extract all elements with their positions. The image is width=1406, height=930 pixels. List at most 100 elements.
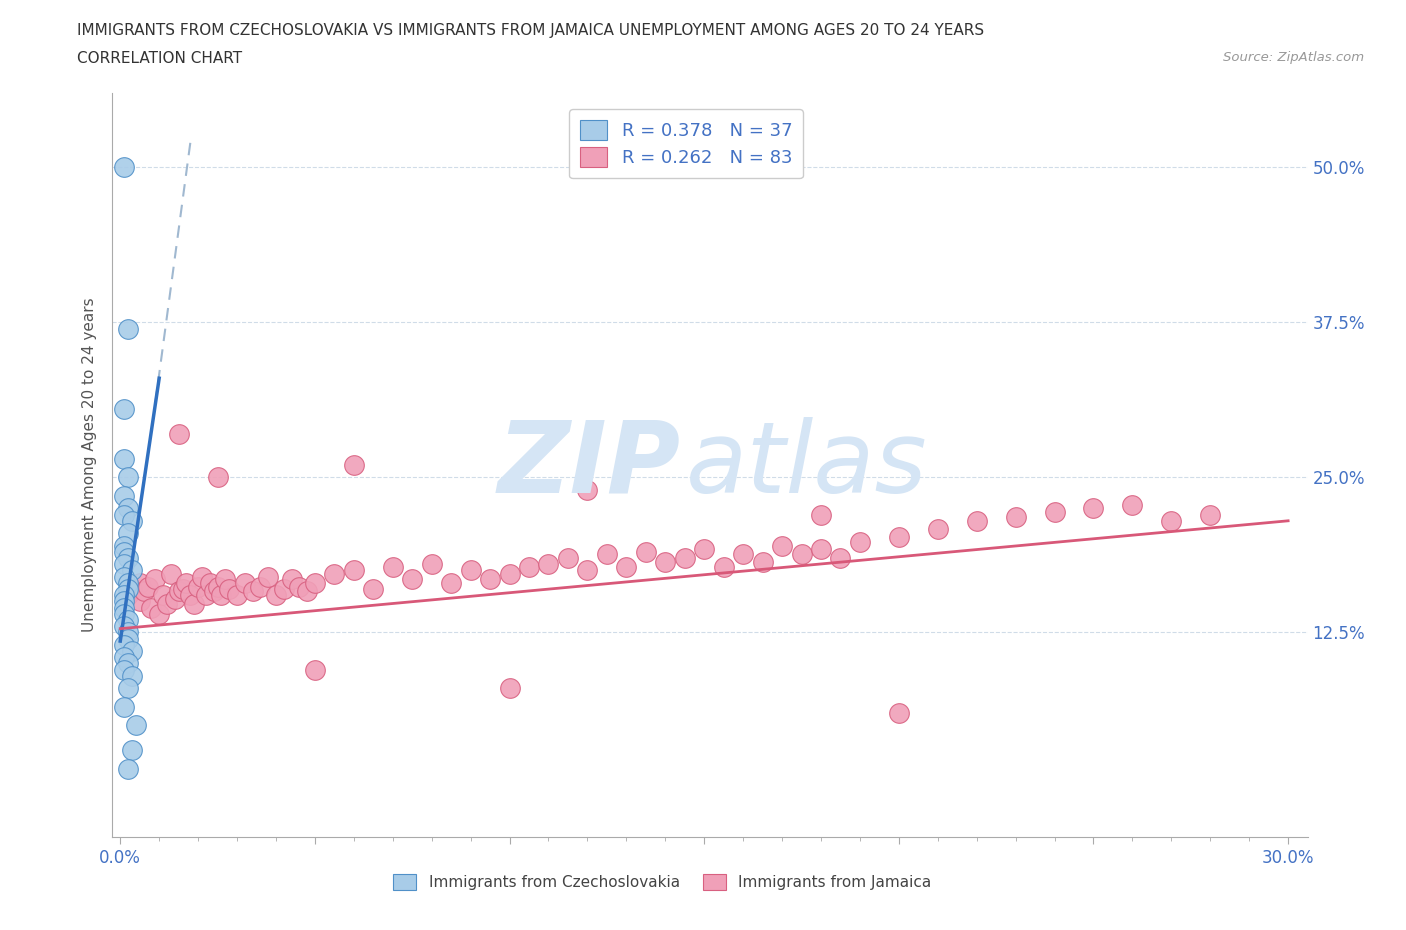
Point <box>117 762 139 777</box>
Point <box>242 584 264 599</box>
Point <box>713 559 735 574</box>
Point <box>112 637 135 652</box>
Point <box>112 588 135 603</box>
Point <box>304 576 326 591</box>
Point <box>117 470 139 485</box>
Point <box>121 563 143 578</box>
Point <box>1121 498 1143 512</box>
Point <box>202 584 225 599</box>
Point <box>288 579 311 594</box>
Point <box>117 581 139 596</box>
Point <box>343 563 366 578</box>
Text: ZIP: ZIP <box>498 417 681 513</box>
Point <box>576 563 599 578</box>
Point <box>498 566 520 581</box>
Point <box>167 584 190 599</box>
Point <box>211 588 233 603</box>
Point <box>440 576 463 591</box>
Point <box>264 588 287 603</box>
Point <box>132 584 155 599</box>
Point <box>136 579 159 594</box>
Point <box>295 584 318 599</box>
Point <box>257 569 280 584</box>
Point <box>160 566 183 581</box>
Point <box>479 572 502 587</box>
Point <box>363 581 385 596</box>
Point <box>191 569 214 584</box>
Point <box>830 551 852 565</box>
Point <box>117 525 139 540</box>
Text: IMMIGRANTS FROM CZECHOSLOVAKIA VS IMMIGRANTS FROM JAMAICA UNEMPLOYMENT AMONG AGE: IMMIGRANTS FROM CZECHOSLOVAKIA VS IMMIGR… <box>77 23 984 38</box>
Point <box>121 513 143 528</box>
Point <box>304 662 326 677</box>
Point <box>112 618 135 633</box>
Point <box>810 507 832 522</box>
Point <box>112 569 135 584</box>
Point <box>273 581 295 596</box>
Point <box>112 594 135 609</box>
Point <box>117 501 139 516</box>
Point <box>143 572 166 587</box>
Point <box>187 579 209 594</box>
Point <box>498 681 520 696</box>
Point <box>733 547 755 562</box>
Point <box>770 538 793 553</box>
Point <box>1043 505 1066 520</box>
Point <box>810 542 832 557</box>
Point <box>1083 501 1105 516</box>
Point <box>751 554 773 569</box>
Point <box>121 669 143 684</box>
Point <box>887 529 910 544</box>
Point <box>117 625 139 640</box>
Point <box>112 600 135 615</box>
Point <box>117 613 139 628</box>
Point <box>790 547 813 562</box>
Point <box>927 522 949 537</box>
Point <box>460 563 482 578</box>
Point <box>849 535 872 550</box>
Point <box>112 557 135 572</box>
Point <box>693 542 716 557</box>
Text: Source: ZipAtlas.com: Source: ZipAtlas.com <box>1223 51 1364 64</box>
Point <box>887 706 910 721</box>
Point <box>117 631 139 646</box>
Point <box>117 551 139 565</box>
Point <box>343 458 366 472</box>
Point <box>596 547 619 562</box>
Point <box>401 572 423 587</box>
Point <box>112 662 135 677</box>
Point <box>1004 510 1026 525</box>
Point <box>117 681 139 696</box>
Point <box>172 581 194 596</box>
Point <box>323 566 346 581</box>
Point <box>156 596 179 611</box>
Point <box>121 743 143 758</box>
Point <box>117 321 139 336</box>
Point <box>634 544 657 559</box>
Point <box>614 559 637 574</box>
Point <box>176 576 198 591</box>
Point <box>121 581 143 596</box>
Point <box>214 572 236 587</box>
Point <box>280 572 302 587</box>
Point <box>576 483 599 498</box>
Point <box>1199 507 1222 522</box>
Point <box>112 650 135 665</box>
Point <box>179 588 201 603</box>
Point <box>112 160 135 175</box>
Y-axis label: Unemployment Among Ages 20 to 24 years: Unemployment Among Ages 20 to 24 years <box>82 298 97 632</box>
Legend: Immigrants from Czechoslovakia, Immigrants from Jamaica: Immigrants from Czechoslovakia, Immigran… <box>387 868 938 897</box>
Point <box>966 513 988 528</box>
Point <box>557 551 579 565</box>
Point <box>117 576 139 591</box>
Point <box>381 559 404 574</box>
Point <box>420 557 443 572</box>
Point <box>218 581 240 596</box>
Point <box>207 579 229 594</box>
Point <box>112 451 135 466</box>
Point <box>517 559 540 574</box>
Point <box>207 470 229 485</box>
Point <box>112 606 135 621</box>
Point <box>128 594 150 609</box>
Point <box>249 579 271 594</box>
